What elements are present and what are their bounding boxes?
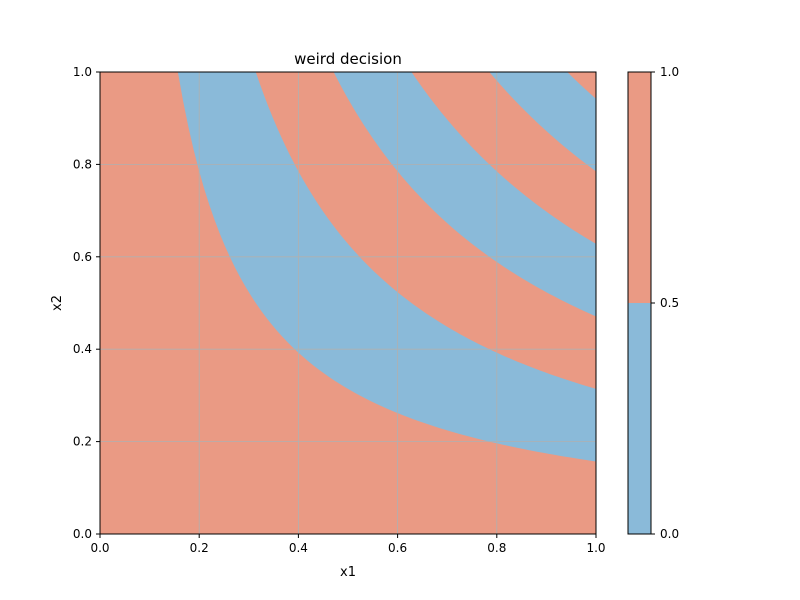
- x-tick-label: 1.0: [586, 541, 605, 555]
- colorbar-tick-label: 0.5: [660, 296, 679, 310]
- x-tick-label: 0.0: [90, 541, 109, 555]
- x-tick-label: 0.8: [487, 541, 506, 555]
- colorbar-tick-label: 0.0: [660, 527, 679, 541]
- plot-area: [99, 71, 597, 535]
- colorbar-segment: [628, 72, 651, 303]
- colorbar-segment: [628, 303, 651, 534]
- y-axis-label: x2: [50, 295, 65, 311]
- x-axis-ticks: 0.0 0.2 0.4 0.6 0.8 1.0: [90, 534, 606, 555]
- y-tick-label: 0.2: [73, 435, 92, 449]
- decision-bands: [177, 72, 596, 462]
- x-tick-label: 0.4: [289, 541, 308, 555]
- colorbar: 0.0 0.5 1.0: [627, 65, 679, 541]
- decision-band-class-0: [333, 72, 596, 317]
- axes-frame: [99, 71, 597, 535]
- y-tick-label: 0.6: [73, 250, 92, 264]
- y-tick-label: 0.0: [73, 527, 92, 541]
- chart-title: weird decision: [294, 50, 402, 68]
- x-tick-label: 0.2: [190, 541, 209, 555]
- decision-band-class-0: [177, 72, 596, 462]
- x-tick-label: 0.6: [388, 541, 407, 555]
- colorbar-tick-label: 1.0: [660, 65, 679, 79]
- x-axis-label: x1: [340, 565, 356, 580]
- y-axis-ticks: 0.0 0.2 0.4 0.6 0.8 1.0: [73, 65, 100, 541]
- y-tick-label: 0.8: [73, 157, 92, 171]
- y-tick-label: 0.4: [73, 342, 92, 356]
- y-tick-label: 1.0: [73, 65, 92, 79]
- decision-band-class-0: [489, 72, 596, 172]
